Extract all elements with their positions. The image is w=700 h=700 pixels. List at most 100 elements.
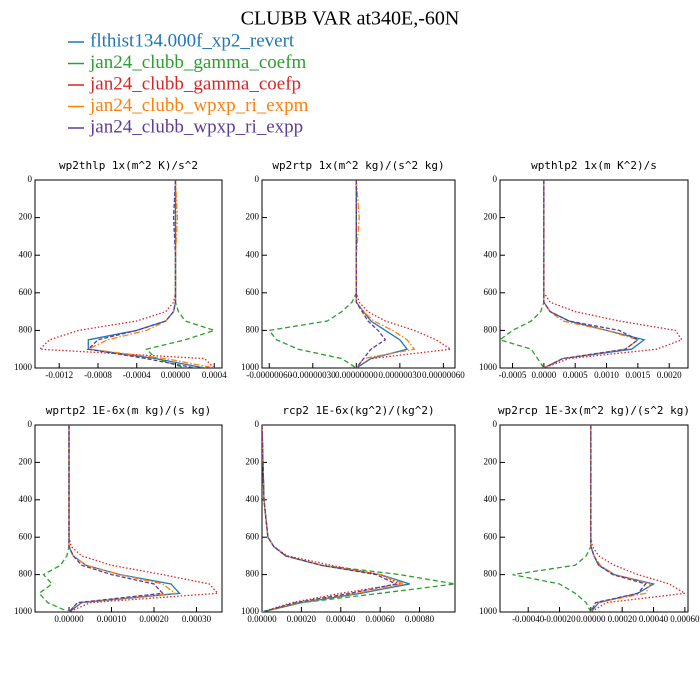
x-tick-label: -0.00000060 [246, 370, 292, 380]
y-tick-label: 800 [484, 324, 498, 334]
x-tick-label: 0.00060 [366, 614, 396, 624]
y-tick-label: 800 [246, 324, 260, 334]
y-tick-label: 400 [19, 494, 33, 504]
profile-line [38, 180, 215, 368]
x-tick-label: 0.00000060 [422, 370, 465, 380]
y-tick-label: 0 [493, 174, 498, 184]
plot-frame [34, 179, 223, 369]
y-tick-label: 400 [19, 249, 33, 259]
plot-frame [499, 424, 689, 613]
y-tick-label: 1000 [14, 362, 33, 372]
x-tick-label: -0.00020 [543, 614, 576, 624]
x-tick-label: 0.0015 [625, 370, 650, 380]
x-tick-label: 0.00080 [405, 614, 435, 624]
profile-line [512, 425, 592, 612]
profile-line [543, 180, 683, 368]
y-tick-label: 600 [19, 287, 33, 297]
panel-title: wp2rcp 1E-3x(m^2 kg)/(s^2 kg) [498, 404, 690, 417]
x-tick-label: -0.0012 [45, 370, 73, 380]
chart-title: CLUBB VAR at340E,-60N [241, 8, 460, 30]
x-tick-label: 0.00040 [326, 614, 356, 624]
panel-title: wp2rtp 1x(m^2 kg)/(s^2 kg) [272, 159, 444, 172]
legend-label: flthist134.000f_xp2_revert [90, 30, 295, 51]
profile-line [355, 180, 409, 368]
y-tick-label: 600 [484, 531, 498, 541]
x-tick-label: -0.00040 [512, 614, 545, 624]
x-tick-label: 0.0004 [202, 370, 227, 380]
profile-line [262, 425, 407, 612]
profile-line [543, 180, 640, 368]
y-tick-label: 0 [255, 419, 260, 429]
x-tick-label: 0.00010 [97, 614, 127, 624]
panel-title: wpthlp2 1x(m K^2)/s [531, 159, 657, 172]
y-tick-label: 200 [19, 212, 33, 222]
y-tick-label: 400 [246, 249, 260, 259]
y-tick-label: 800 [19, 569, 33, 579]
profile-line [590, 425, 687, 612]
panel-title: wp2thlp 1x(m^2 K)/s^2 [59, 159, 198, 172]
profile-line [543, 180, 646, 368]
profile-line [543, 180, 640, 368]
y-tick-label: 200 [484, 212, 498, 222]
legend-label: jan24_clubb_wpxp_ri_expm [89, 95, 309, 116]
x-tick-label: 0.00000030 [378, 370, 421, 380]
x-tick-label: 0.00000 [247, 614, 277, 624]
profile-line [262, 425, 403, 612]
x-tick-label: -0.0004 [123, 370, 151, 380]
x-tick-label: 0.00000000 [335, 370, 378, 380]
y-tick-label: 1000 [479, 606, 498, 616]
profile-line [262, 425, 455, 612]
plot-frame [261, 424, 456, 613]
y-tick-label: 800 [19, 324, 33, 334]
x-tick-label: 0.00000 [576, 614, 606, 624]
x-tick-label: -0.0005 [499, 370, 527, 380]
y-tick-label: 600 [246, 287, 260, 297]
y-tick-label: 600 [246, 531, 260, 541]
y-tick-label: 400 [484, 249, 498, 259]
x-tick-label: 0.0005 [563, 370, 588, 380]
profile-line [68, 425, 220, 612]
profile-line [68, 425, 178, 612]
profile-line [86, 180, 215, 368]
panel-title: wprtp2 1E-6x(m kg)/(s kg) [46, 404, 212, 417]
profile-line [68, 425, 164, 612]
x-tick-label: 0.0000 [531, 370, 556, 380]
x-tick-label: -0.00000030 [290, 370, 336, 380]
y-tick-label: 1000 [241, 362, 260, 372]
profile-line [145, 180, 217, 368]
legend-label: jan24_clubb_gamma_coefp [89, 73, 301, 94]
y-tick-label: 800 [484, 569, 498, 579]
x-tick-label: 0.00020 [139, 614, 169, 624]
y-tick-label: 600 [19, 531, 33, 541]
y-tick-label: 200 [246, 212, 260, 222]
y-tick-label: 400 [246, 494, 260, 504]
x-tick-label: 0.00020 [287, 614, 317, 624]
y-tick-label: 1000 [14, 606, 33, 616]
profile-line [262, 425, 398, 612]
profile-line [590, 425, 656, 612]
profile-line [590, 425, 647, 612]
y-tick-label: 0 [28, 419, 33, 429]
profile-line [355, 180, 387, 368]
y-tick-label: 200 [19, 456, 33, 466]
profile-line [355, 180, 453, 368]
profile-line [590, 425, 652, 612]
panel-title: rcp2 1E-6x(kg^2)/(kg^2) [282, 404, 434, 417]
legend-label: jan24_clubb_wpxp_ri_expp [89, 116, 303, 137]
y-tick-label: 1000 [241, 606, 260, 616]
y-tick-label: 200 [484, 456, 498, 466]
profile-line [262, 425, 410, 612]
x-tick-label: 0.00030 [182, 614, 212, 624]
x-tick-label: -0.0008 [84, 370, 112, 380]
x-tick-label: 0.00040 [639, 614, 669, 624]
x-tick-label: 0.00000 [54, 614, 84, 624]
y-tick-label: 0 [255, 174, 260, 184]
x-tick-label: 0.0020 [657, 370, 682, 380]
legend-label: jan24_clubb_gamma_coefm [89, 52, 307, 73]
y-tick-label: 600 [484, 287, 498, 297]
y-tick-label: 1000 [479, 362, 498, 372]
profile-line [38, 425, 70, 612]
y-tick-label: 200 [246, 456, 260, 466]
plot-frame [34, 424, 223, 613]
profile-line [268, 180, 357, 368]
